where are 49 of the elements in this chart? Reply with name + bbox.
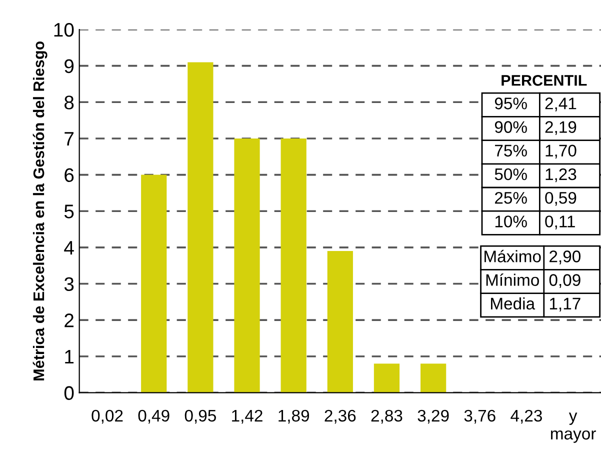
annotation: 2,90 bbox=[550, 250, 580, 264]
x-tick-label: 2,36 bbox=[324, 410, 356, 424]
y-tick-label: 6 bbox=[64, 168, 74, 182]
y-tick-label: 7 bbox=[64, 132, 74, 146]
y-tick-label: 9 bbox=[64, 59, 74, 74]
x-tick-label: 2,83 bbox=[371, 410, 402, 424]
bar bbox=[141, 174, 167, 393]
annotation: 25% bbox=[495, 192, 527, 204]
x-tick-label: 1,89 bbox=[278, 410, 310, 424]
bar bbox=[280, 138, 306, 393]
y-tick-label: 3 bbox=[64, 277, 74, 291]
annotation: 1,17 bbox=[550, 298, 580, 312]
annotation: 2,19 bbox=[545, 121, 576, 135]
bar bbox=[327, 251, 353, 393]
y-tick-label: 4 bbox=[64, 241, 74, 254]
x-tick-label: 0,02 bbox=[92, 410, 123, 424]
x-tick-label: y mayor bbox=[551, 412, 596, 443]
annotation: Máximo bbox=[484, 250, 541, 262]
x-tick-label: 0,95 bbox=[184, 410, 216, 424]
y-tick-label: 5 bbox=[64, 204, 74, 218]
annotation: 0,09 bbox=[549, 274, 580, 288]
bar bbox=[420, 364, 446, 393]
x-tick-label: 1,42 bbox=[232, 410, 262, 424]
bar bbox=[234, 138, 260, 393]
annotation: 1,70 bbox=[546, 144, 576, 159]
y-tick-label: 1 bbox=[65, 350, 74, 364]
x-tick-label: 3,76 bbox=[464, 410, 496, 424]
annotation: 10% bbox=[495, 216, 527, 228]
annotation: 0,59 bbox=[545, 192, 576, 206]
annotation: 90% bbox=[494, 121, 527, 133]
annotation: Mínimo bbox=[486, 274, 539, 286]
annotation: 95% bbox=[494, 98, 527, 110]
x-tick-label: 0,49 bbox=[138, 410, 170, 424]
y-tick-label: 0 bbox=[64, 386, 74, 400]
y-tick-label: 10 bbox=[54, 22, 74, 37]
bar bbox=[188, 62, 214, 393]
y-tick-label: 2 bbox=[64, 314, 74, 328]
annotation: 2,41 bbox=[545, 98, 576, 112]
annotation: Media bbox=[491, 297, 536, 310]
annotation: 75% bbox=[495, 144, 527, 157]
bar bbox=[374, 364, 400, 393]
annotation: 50% bbox=[494, 168, 527, 180]
x-tick-label: 4,23 bbox=[510, 410, 542, 424]
x-tick-label: 3,29 bbox=[418, 410, 449, 424]
annotation: 1,23 bbox=[546, 168, 576, 182]
annotation: 0,11 bbox=[545, 216, 575, 230]
annotation: PERCENTIL bbox=[502, 75, 587, 86]
y-axis-title: Métrica de Excelencia en la Gestión del Riesgo bbox=[32, 41, 48, 380]
y-tick-label: 8 bbox=[64, 96, 74, 110]
